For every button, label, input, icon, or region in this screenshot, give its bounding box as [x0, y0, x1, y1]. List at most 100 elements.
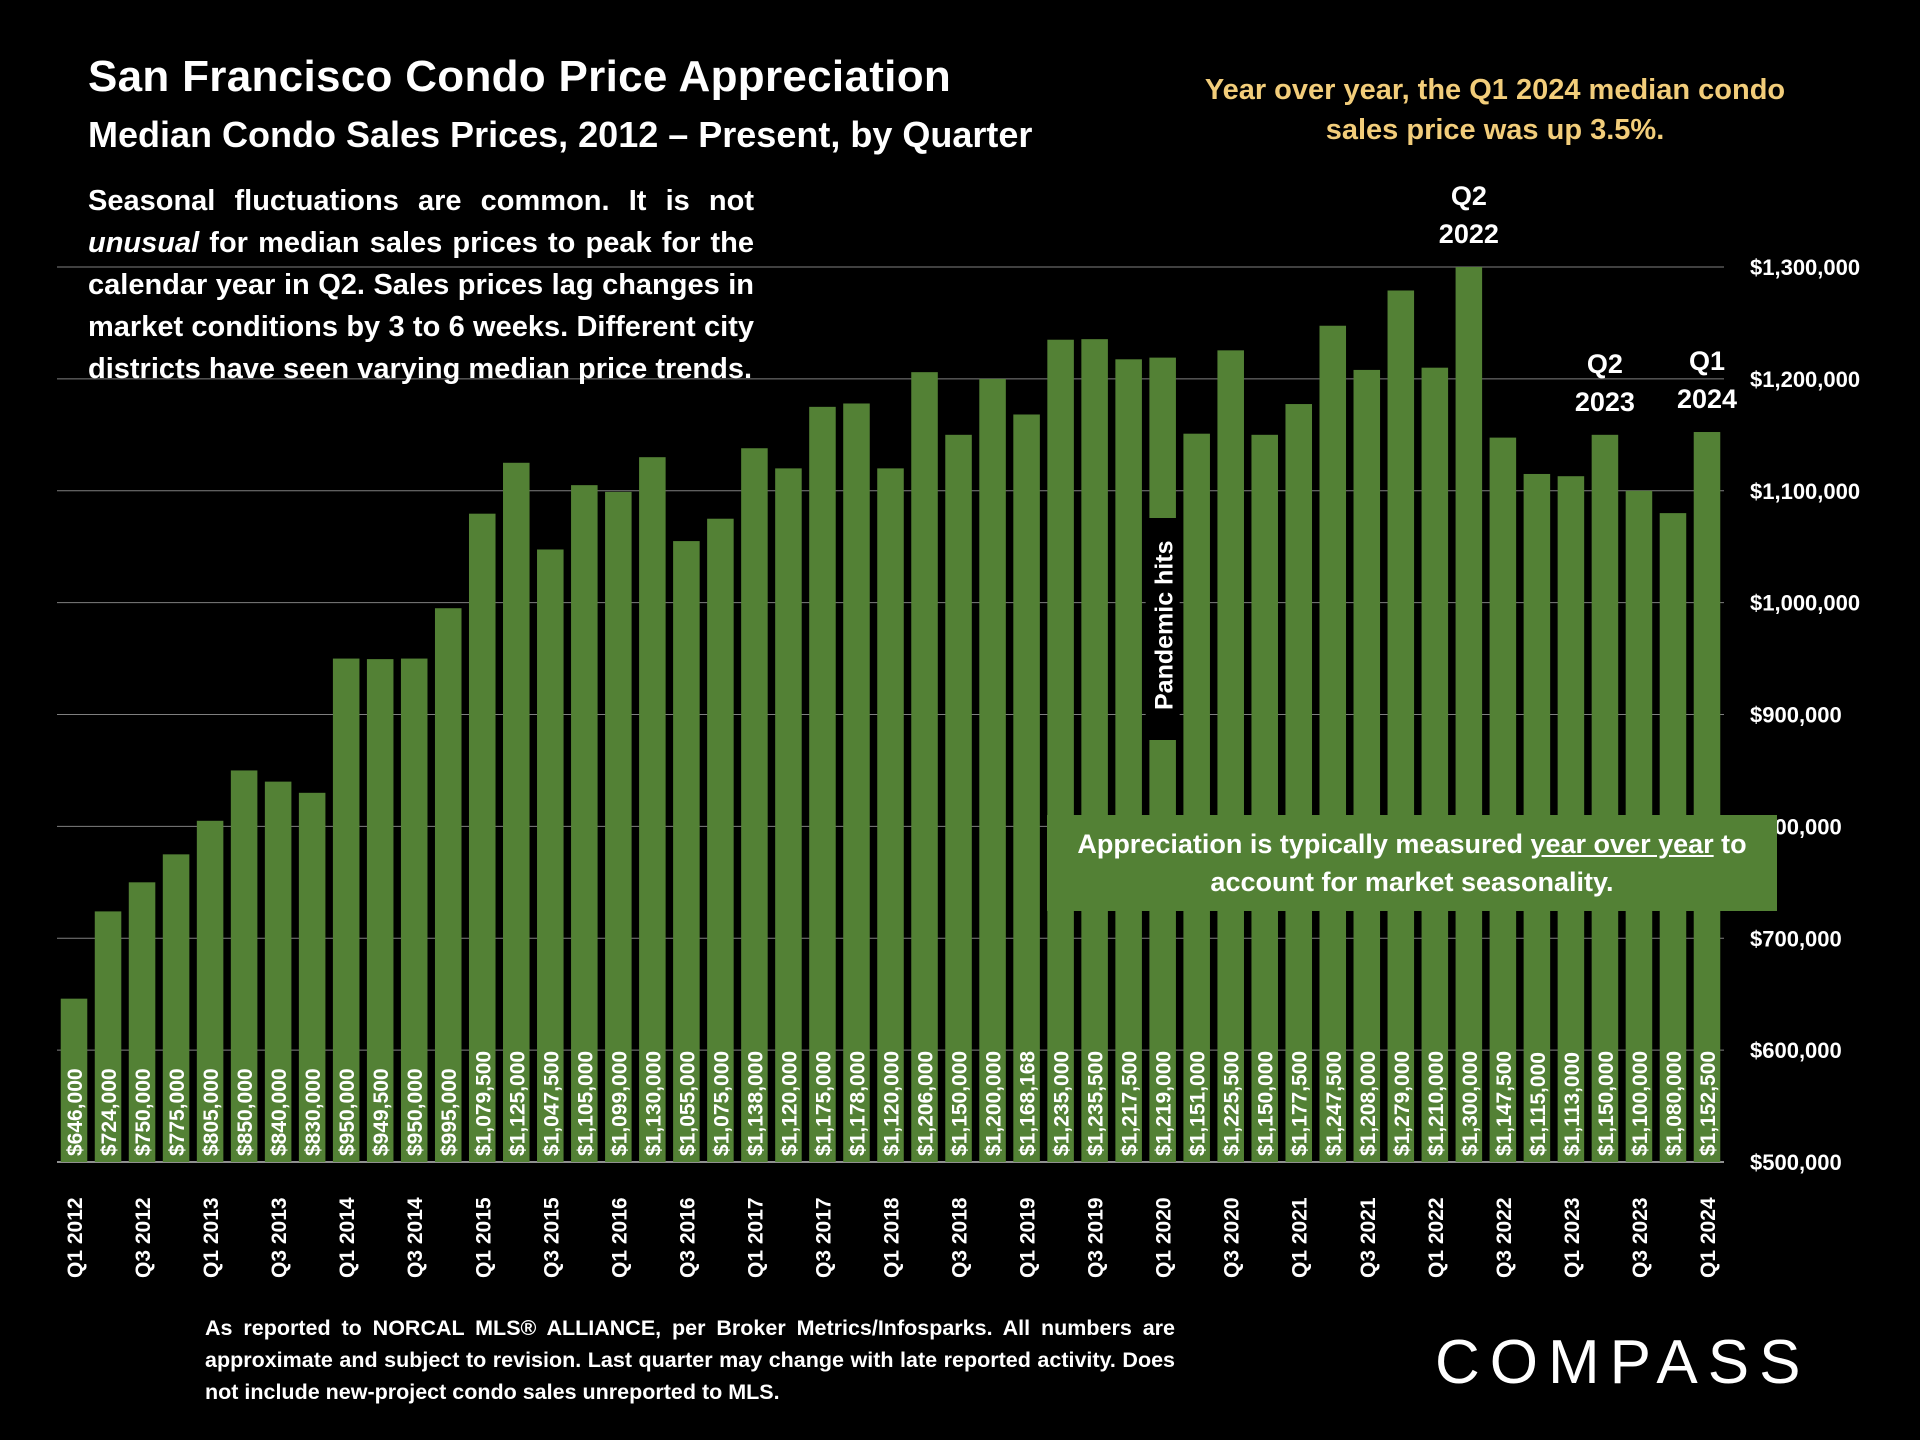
- appreciation-callout: Appreciation is typically measured year …: [1047, 815, 1777, 911]
- bar-value-label: $1,120,000: [881, 1051, 904, 1156]
- annotation-background: [1145, 518, 1180, 740]
- chart-subtitle: Median Condo Sales Prices, 2012 – Presen…: [88, 114, 1033, 155]
- bar-value-label: $805,000: [200, 1068, 223, 1156]
- bar-value-label: $724,000: [98, 1068, 121, 1156]
- bar: [1319, 325, 1347, 1162]
- bar-value-label: $750,000: [132, 1068, 155, 1156]
- commentary-part1: Seasonal fluctuations are common. It is …: [88, 185, 754, 217]
- x-tick-label: Q3 2015: [540, 1197, 563, 1278]
- bar-value-label: $1,120,000: [778, 1051, 801, 1156]
- pandemic-annotation: Pandemic hits: [1151, 541, 1179, 711]
- bar: [1217, 350, 1244, 1162]
- bar: [1591, 434, 1619, 1162]
- bar: [1693, 432, 1721, 1162]
- x-tick-label: Q3 2023: [1629, 1197, 1652, 1278]
- bar-value-label: $1,235,500: [1085, 1051, 1108, 1156]
- bar: [434, 608, 462, 1162]
- x-tick-label: Q1 2021: [1289, 1197, 1312, 1278]
- bar-value-label: $1,178,000: [846, 1051, 869, 1156]
- bar-value-label: $1,138,000: [744, 1051, 767, 1156]
- peak-annotation: Q2: [1451, 181, 1487, 211]
- bar: [605, 491, 632, 1162]
- bar: [468, 513, 496, 1162]
- y-tick-label: $700,000: [1750, 926, 1842, 951]
- bar: [162, 854, 190, 1162]
- bar: [809, 406, 836, 1162]
- bar-value-label: $1,168,168: [1017, 1051, 1040, 1156]
- bar: [230, 770, 258, 1162]
- bar-value-label: $1,100,000: [1629, 1051, 1652, 1156]
- bar-value-label: $1,208,000: [1357, 1051, 1380, 1156]
- x-tick-label: Q1 2016: [608, 1197, 631, 1278]
- bar: [503, 462, 530, 1162]
- bar-value-label: $1,099,000: [608, 1051, 631, 1156]
- peak-annotation: Q1: [1689, 346, 1725, 376]
- bar-value-label: $1,206,000: [915, 1051, 938, 1156]
- peak-annotation: 2023: [1575, 387, 1635, 417]
- bar-value-label: $1,147,500: [1493, 1051, 1516, 1156]
- y-tick-label: $1,100,000: [1750, 479, 1860, 504]
- bar: [1183, 433, 1210, 1163]
- bar: [264, 781, 292, 1162]
- x-tick-label: Q1 2014: [336, 1197, 359, 1278]
- appreciation-underline: year over year: [1530, 829, 1714, 859]
- bar: [1149, 357, 1176, 1162]
- bar-value-label: $1,152,500: [1697, 1051, 1720, 1156]
- bar: [1387, 290, 1415, 1162]
- bar: [945, 434, 972, 1162]
- x-tick-label: Q1 2012: [64, 1197, 87, 1278]
- bar: [1455, 267, 1483, 1162]
- x-tick-label: Q3 2012: [132, 1197, 155, 1278]
- bar-value-label: $840,000: [268, 1068, 291, 1156]
- bar-value-label: $1,217,500: [1119, 1051, 1142, 1156]
- bar-value-label: $1,177,500: [1289, 1051, 1312, 1156]
- x-tick-label: Q3 2017: [812, 1197, 835, 1278]
- compass-logo-text: COMPASS: [1435, 1328, 1810, 1395]
- bar-value-label: $950,000: [404, 1068, 427, 1156]
- x-tick-label: Q3 2014: [404, 1197, 427, 1278]
- bar: [196, 820, 224, 1162]
- bar: [1285, 404, 1313, 1162]
- bar: [94, 911, 122, 1162]
- bar-value-label: $949,500: [370, 1068, 393, 1156]
- bar: [537, 549, 564, 1162]
- bar: [843, 403, 870, 1162]
- bar-value-label: $1,047,500: [540, 1051, 563, 1156]
- bar: [1421, 367, 1449, 1162]
- compass-logo: COMPASS: [1435, 1328, 1810, 1395]
- x-tick-label: Q1 2023: [1561, 1197, 1584, 1278]
- x-tick-label: Q3 2013: [268, 1197, 291, 1278]
- bar-value-label: $830,000: [302, 1068, 325, 1156]
- bar-value-label: $1,175,000: [812, 1051, 835, 1156]
- x-tick-label: Q1 2013: [200, 1197, 223, 1278]
- bar-value-label: $1,300,000: [1459, 1051, 1482, 1156]
- bar: [639, 457, 666, 1162]
- bar-value-label: $775,000: [166, 1068, 189, 1156]
- x-tick-label: Q3 2022: [1493, 1197, 1516, 1278]
- bar-value-label: $1,151,000: [1187, 1051, 1210, 1156]
- bar-value-label: $995,000: [438, 1068, 461, 1156]
- x-tick-label: Q1 2019: [1017, 1197, 1040, 1278]
- x-tick-label: Q1 2018: [881, 1197, 904, 1278]
- bar: [877, 468, 904, 1162]
- bar: [1251, 434, 1278, 1162]
- bar: [1115, 359, 1142, 1162]
- bar-value-label: $1,150,000: [1255, 1051, 1278, 1156]
- bar: [1353, 369, 1381, 1162]
- bar-value-label: $1,055,000: [676, 1051, 699, 1156]
- bar: [400, 658, 428, 1162]
- x-tick-label: Q1 2020: [1153, 1197, 1176, 1278]
- bar-value-label: $1,210,000: [1425, 1051, 1448, 1156]
- bar-value-label: $1,225,500: [1221, 1051, 1244, 1156]
- bar: [1013, 414, 1040, 1162]
- bar-value-label: $1,150,000: [949, 1051, 972, 1156]
- appreciation-before: Appreciation is typically measured: [1077, 829, 1531, 859]
- bar: [332, 658, 360, 1162]
- bar: [979, 378, 1006, 1162]
- chart-title: San Francisco Condo Price Appreciation: [88, 52, 952, 101]
- bar-value-label: $1,130,000: [642, 1051, 665, 1156]
- appreciation-after: to account for market seasonality.: [1210, 829, 1747, 897]
- y-tick-label: $1,300,000: [1750, 255, 1860, 280]
- bar-value-label: $1,150,000: [1595, 1051, 1618, 1156]
- bar-value-label: $1,080,000: [1663, 1051, 1686, 1156]
